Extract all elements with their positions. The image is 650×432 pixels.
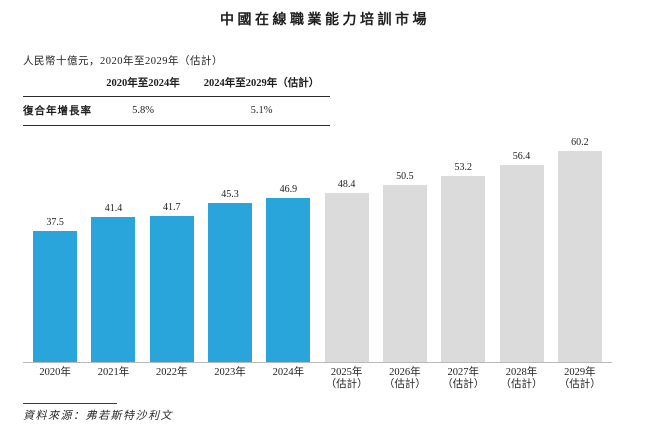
cagr-value-2020-2024: 5.8% — [93, 96, 193, 126]
x-axis-label: 2026年 （估計） — [376, 367, 434, 390]
bar-2029年-estimate — [557, 151, 602, 362]
bar-column: 60.2 — [551, 133, 609, 362]
x-axis-label-note: （估計） — [325, 378, 368, 390]
bar-column: 41.4 — [84, 133, 142, 362]
bar-column: 41.7 — [143, 133, 201, 362]
bar-value-label: 48.4 — [337, 178, 356, 190]
bar-2023年 — [208, 203, 253, 362]
x-axis-labels: 2020年 2021年 2022年 2023年 2024年 2025年 （估計） 2026年（… — [26, 367, 609, 390]
cagr-header-spacer — [23, 71, 93, 97]
bar-value-label: 37.5 — [46, 216, 64, 228]
bar-column: 37.5 — [26, 133, 84, 362]
source-note: 資料來源：弗若斯特沙利文 — [23, 410, 173, 422]
cagr-row-label: 復合年增長率 — [23, 96, 93, 126]
bar-2026年-estimate — [382, 185, 427, 362]
bar-column: 48.4 — [317, 133, 375, 362]
chart-subtitle: 人民幣十億元，2020年至2029年（估計） — [23, 56, 223, 67]
bar-value-label: 45.3 — [221, 189, 239, 201]
bar-2022年 — [149, 216, 194, 362]
bar-value-label: 41.4 — [104, 203, 123, 215]
x-axis-label: 2025年 （估計） — [317, 367, 375, 390]
page-title: 中國在線職業能力培訓市場 — [220, 13, 430, 28]
bar-value-label: 56.4 — [512, 150, 531, 162]
x-axis-label-note: （估計） — [500, 378, 543, 390]
bar-column: 53.2 — [434, 133, 492, 362]
x-axis-label: 2027年 （估計） — [434, 367, 492, 390]
bar-column: 50.5 — [376, 133, 434, 362]
cagr-header-2020-2024: 2020年至2024年 — [93, 71, 193, 97]
x-axis-label: 2024年 — [272, 367, 305, 378]
bar-2025年-estimate — [324, 192, 369, 362]
source-divider — [23, 403, 117, 404]
bar-value-label: 50.5 — [396, 171, 414, 183]
x-axis-line — [23, 362, 612, 363]
bar-value-label: 60.2 — [571, 137, 589, 149]
bar-value-label: 53.2 — [454, 161, 472, 173]
x-axis-label-note: （估計） — [383, 378, 426, 390]
bar-2024年 — [266, 197, 311, 362]
x-axis-label: 2023年 — [214, 367, 246, 378]
x-axis-label: 2022年 — [155, 367, 188, 378]
bar-value-label: 46.9 — [279, 183, 298, 195]
bar-2020年 — [33, 230, 78, 362]
x-axis-label: 2021年 — [97, 367, 130, 378]
bar-column: 45.3 — [201, 133, 259, 362]
cagr-table: 2020年至2024年 2024年至2029年（估計） 復合年增長率 5.8% … — [23, 71, 330, 126]
bar-2021年 — [91, 217, 136, 362]
x-axis-label-note: （估計） — [558, 378, 601, 390]
x-axis-label: 2020年 — [39, 367, 71, 378]
cagr-table-header-row: 2020年至2024年 2024年至2029年（估計） — [23, 71, 330, 97]
x-axis-label-note: （估計） — [442, 378, 485, 390]
x-axis-label: 2028年 （估計） — [492, 367, 550, 390]
x-axis-label: 2029年 （估計） — [551, 367, 609, 390]
bar-column: 46.9 — [259, 133, 317, 362]
cagr-value-2024-2029: 5.1% — [193, 96, 330, 126]
bar-column: 56.4 — [492, 133, 550, 362]
cagr-table-data-row: 復合年增長率 5.8% 5.1% — [23, 96, 330, 126]
bar-chart: 37.5 41.4 41.7 45.3 46.9 48.4 50.5 53.2 56.4 60.2 — [26, 133, 609, 362]
cagr-header-2024-2029: 2024年至2029年（估計） — [193, 71, 330, 97]
bar-value-label: 41.7 — [162, 202, 181, 214]
bar-2027年-estimate — [441, 175, 486, 362]
bar-2028年-estimate — [499, 164, 544, 362]
